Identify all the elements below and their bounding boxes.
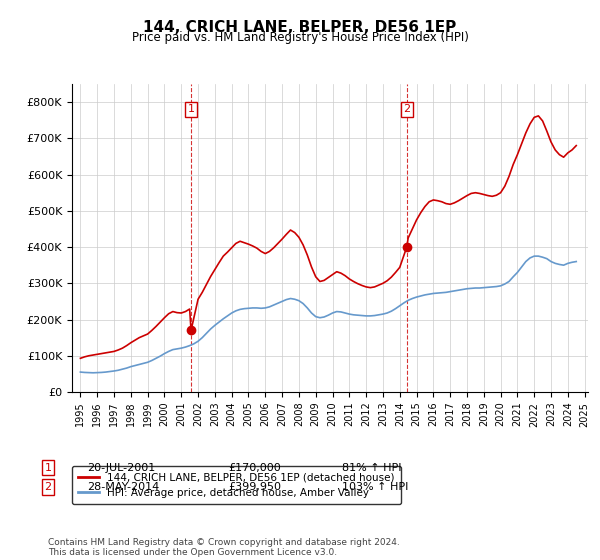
Text: 1: 1: [188, 104, 194, 114]
Text: Price paid vs. HM Land Registry's House Price Index (HPI): Price paid vs. HM Land Registry's House …: [131, 31, 469, 44]
Text: 2: 2: [44, 482, 52, 492]
Text: 144, CRICH LANE, BELPER, DE56 1EP: 144, CRICH LANE, BELPER, DE56 1EP: [143, 20, 457, 35]
Text: Contains HM Land Registry data © Crown copyright and database right 2024.
This d: Contains HM Land Registry data © Crown c…: [48, 538, 400, 557]
Text: 1: 1: [44, 463, 52, 473]
Text: £399,950: £399,950: [228, 482, 281, 492]
Legend: 144, CRICH LANE, BELPER, DE56 1EP (detached house), HPI: Average price, detached: 144, CRICH LANE, BELPER, DE56 1EP (detac…: [72, 466, 401, 504]
Text: 103% ↑ HPI: 103% ↑ HPI: [342, 482, 409, 492]
Text: 2: 2: [403, 104, 410, 114]
Text: 20-JUL-2001: 20-JUL-2001: [87, 463, 155, 473]
Text: £170,000: £170,000: [228, 463, 281, 473]
Text: 81% ↑ HPI: 81% ↑ HPI: [342, 463, 401, 473]
Text: 28-MAY-2014: 28-MAY-2014: [87, 482, 159, 492]
